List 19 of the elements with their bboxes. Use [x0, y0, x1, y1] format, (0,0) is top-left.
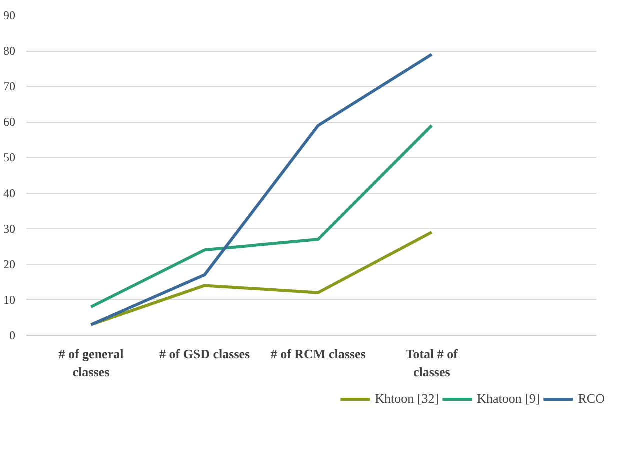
y-tick-label: 80 [4, 44, 16, 58]
y-tick-label: 90 [4, 8, 16, 22]
y-tick-label: 0 [10, 328, 16, 342]
y-tick-label: 70 [4, 80, 16, 94]
legend-label: Khatoon [9] [477, 391, 540, 407]
line-series [90, 53, 434, 326]
y-tick-label: 10 [4, 292, 16, 307]
y-tick-label: 60 [4, 115, 16, 130]
y-tick-label: 50 [4, 150, 16, 165]
y-tick-label: 20 [4, 257, 16, 272]
y-tick-label: 30 [4, 222, 16, 236]
x-tick-label: # of GSD classes [159, 346, 250, 362]
x-tick-label: # of general classes [58, 346, 124, 380]
x-tick-label: # of RCM classes [270, 346, 366, 362]
y-tick-label: 40 [4, 186, 16, 200]
legend-label: RCO [578, 391, 605, 407]
x-tick-label: Total # of classes [406, 346, 459, 380]
line-series [90, 124, 434, 309]
legend-label: Khtoon [32] [375, 391, 440, 407]
